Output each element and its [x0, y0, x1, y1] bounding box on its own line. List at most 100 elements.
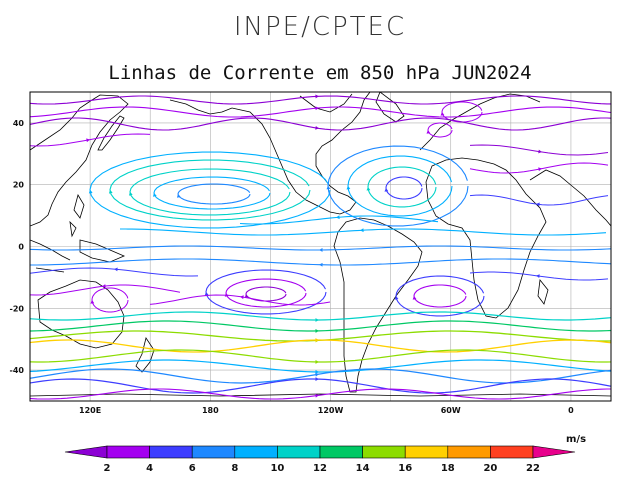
- colorbar-segment: [234, 445, 278, 459]
- units-label: m/s: [566, 434, 587, 445]
- colorbar-tick-label: 18: [441, 463, 455, 474]
- coastline-antarctica: [30, 393, 611, 397]
- lat-tick-label: -40: [10, 366, 25, 375]
- lon-tick-label: 120E: [79, 406, 101, 415]
- streamline-arrow: [315, 370, 319, 374]
- streamline: [30, 378, 611, 394]
- coastline-philippines: [69, 193, 85, 238]
- streamline-arrow: [315, 372, 319, 377]
- lat-tick-label: 20: [13, 181, 25, 190]
- streamline-arrow: [152, 192, 157, 197]
- colorbar-low-triangle: [64, 445, 108, 459]
- streamline: [30, 349, 611, 363]
- streamline-arrow: [315, 393, 319, 398]
- streamline-arrow: [536, 202, 540, 207]
- streamline-arrow: [336, 215, 340, 220]
- streamline-arrow: [319, 248, 323, 252]
- streamline-arrow: [412, 295, 417, 300]
- streamline: [30, 267, 199, 277]
- colorbar-tick-label: 6: [189, 463, 196, 474]
- streamline-arrow: [319, 262, 323, 267]
- coastline-south-america: [333, 217, 423, 393]
- coastline-alaska: [169, 99, 233, 115]
- colorbar-tick-label: 4: [146, 463, 153, 474]
- map-title: Linhas de Corrente em 850 hPa JUN2024: [108, 62, 532, 84]
- streamline-arrow: [315, 125, 319, 130]
- colorbar-tick-label: 14: [356, 463, 370, 474]
- streamline-arrow: [204, 291, 209, 296]
- lon-tick-label: 60W: [441, 406, 461, 415]
- colorbar-tick-label: 10: [270, 463, 284, 474]
- streamline-arrow: [86, 138, 90, 143]
- colorbar-tick-label: 2: [104, 463, 111, 474]
- streamline-arrow: [315, 377, 319, 381]
- streamline-arrow: [538, 167, 542, 172]
- streamline-arrow: [366, 186, 371, 191]
- colorbar-tick-label: 22: [526, 463, 540, 474]
- streamline: [30, 258, 611, 266]
- streamline-arrow: [315, 329, 319, 333]
- colorbar-segment: [362, 445, 406, 459]
- lon-tick-label: 180: [202, 406, 219, 415]
- organization-title: INPE/CPTEC: [233, 12, 407, 42]
- streamline-arrow: [315, 318, 319, 322]
- coastline-new-zealand: [135, 337, 155, 373]
- streamline-arrow: [108, 189, 113, 194]
- lat-tick-label: -20: [10, 304, 25, 313]
- streamline-arrow: [384, 187, 389, 192]
- streamline-arrow: [102, 284, 106, 288]
- streamline-arrow: [240, 295, 244, 300]
- colorbar-segment: [277, 445, 321, 459]
- streamline-arrow: [128, 191, 133, 196]
- plot-frame: [29, 91, 612, 402]
- streamline-arrow: [244, 293, 249, 298]
- lon-tick-label: 120W: [318, 406, 344, 415]
- coastline-australia: [37, 279, 125, 349]
- streamline-arrow: [360, 228, 364, 233]
- lon-tick-label: 0: [568, 406, 574, 415]
- colorbar-segment: [404, 445, 449, 459]
- lat-tick-label: 40: [13, 119, 25, 128]
- streamline: [30, 359, 611, 373]
- streamline-arrow: [114, 267, 118, 272]
- streamline-arrow: [176, 193, 181, 198]
- streamline-arrow: [346, 185, 351, 190]
- streamlines: [30, 94, 611, 400]
- lat-tick-label: 0: [18, 243, 24, 252]
- colorbar-segment: [106, 445, 150, 459]
- color-bar: 2 4 6 8 10 12 14 16 18 20 22: [64, 445, 576, 474]
- streamline-arrow: [326, 185, 331, 190]
- colorbar-segment: [191, 445, 236, 459]
- streamline-arrow: [394, 295, 399, 300]
- streamline: [30, 368, 611, 384]
- coastline-africa: [425, 157, 547, 319]
- coastline-arabia-india: [529, 169, 611, 227]
- streamline-arrow: [440, 111, 445, 116]
- colorbar-tick-label: 16: [398, 463, 412, 474]
- colorbar-high-triangle: [532, 445, 576, 459]
- streamline-arrow: [315, 338, 319, 342]
- streamline: [30, 95, 611, 105]
- streamline: [149, 294, 331, 306]
- streamline: [30, 117, 611, 131]
- colorbar-tick-label: 20: [483, 463, 497, 474]
- streamline-arrow: [88, 189, 93, 194]
- streamline: [30, 388, 611, 400]
- streamline-arrow: [315, 106, 319, 111]
- coastline-europe: [419, 93, 541, 151]
- colorbar-segment: [447, 445, 491, 459]
- streamline: [30, 133, 151, 147]
- streamline: [30, 311, 611, 321]
- streamline-arrow: [315, 360, 319, 364]
- coastline-east-asia: [30, 94, 129, 227]
- streamline-arrow: [90, 299, 95, 304]
- streamline-arrow: [536, 274, 540, 279]
- colorbar-tick-label: 12: [313, 463, 327, 474]
- streamline: [30, 320, 611, 332]
- streamline-arrow: [538, 149, 542, 154]
- streamline: [30, 106, 611, 118]
- coastline-madagascar: [537, 279, 549, 305]
- colorbar-segment: [490, 445, 534, 459]
- streamline-arrow: [315, 94, 319, 99]
